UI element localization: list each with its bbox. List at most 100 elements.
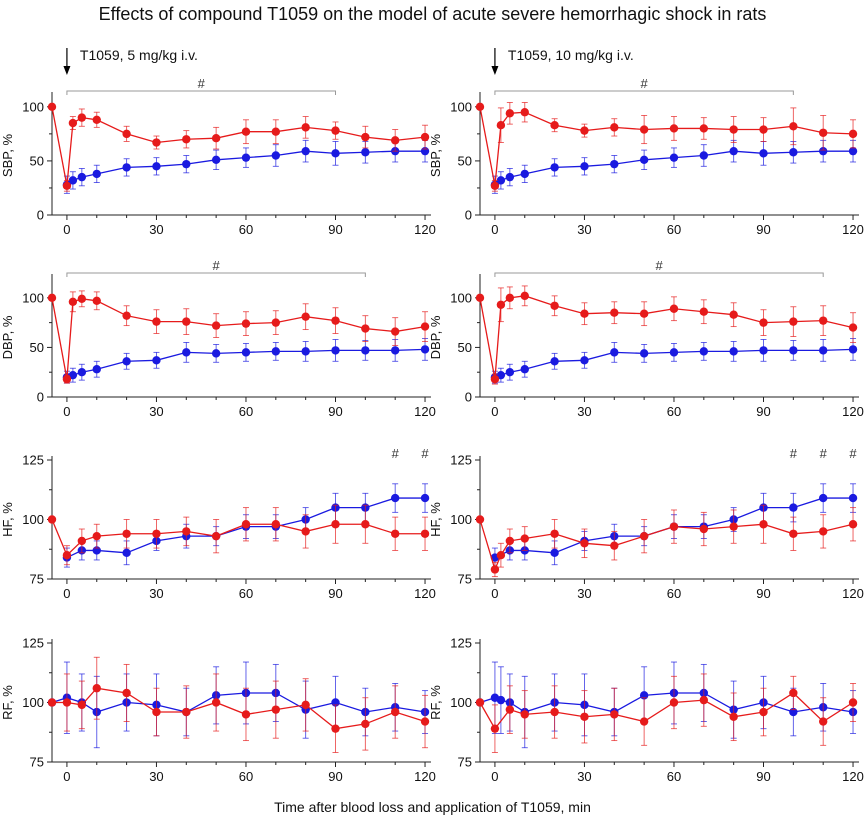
data-point-control [759,346,768,355]
data-point-control [789,346,798,355]
data-point-control [331,346,340,355]
data-point-control [92,169,101,179]
data-point-treated [361,719,370,729]
data-point-treated [496,121,506,130]
data-point-treated [271,318,281,327]
x-tick-label: 60 [239,404,253,419]
data-point-treated [610,308,619,317]
y-tick-label: 100 [22,99,44,114]
data-point-control [580,356,589,365]
data-point-control [729,347,738,356]
data-point-control [390,346,400,355]
data-point-treated [361,132,370,142]
significance-mark: # [392,446,400,461]
data-point-treated [669,124,679,133]
data-point-treated [92,115,101,125]
data-point-treated [550,707,559,717]
data-point-treated [496,300,506,309]
data-point-treated [505,293,515,303]
data-point-treated [271,705,281,714]
x-tick-label: 60 [667,222,681,237]
x-tick-label: 30 [577,404,591,419]
data-point-treated [848,129,858,139]
significance-bracket [66,90,337,95]
data-point-treated [122,529,131,538]
data-point-control [77,172,87,182]
y-axis-label: HF, % [0,502,15,537]
data-point-treated [152,529,161,538]
data-point-treated [550,529,559,538]
data-point-treated [580,712,589,721]
data-point-control [68,176,78,185]
chart-panel-hf-0: 0 30 60 90 120 75 100 125 HF, % # # [0,446,436,601]
data-point-treated [639,531,649,541]
data-point-treated [699,524,709,534]
data-point-treated [331,724,340,733]
significance-mark: # [213,258,221,273]
data-point-treated [152,317,161,326]
x-tick-label: 120 [414,222,436,237]
data-point-control [550,163,559,172]
y-axis-label: SBP, % [428,134,443,178]
data-point-treated [331,520,340,529]
data-point-treated [420,717,430,726]
data-point-control [420,493,430,503]
x-tick-label: 90 [756,769,770,784]
data-point-treated [669,698,679,707]
data-point-control [729,146,738,156]
chart-panel-rf-0: 0 30 60 90 120 75 100 125 RF, % [0,636,436,785]
significance-bracket [494,272,824,277]
injection-annotation: T1059, 5 mg/kg i.v. [80,47,198,63]
x-tick-label: 60 [239,222,253,237]
data-point-treated [301,123,310,132]
data-point-control [848,493,858,503]
data-point-treated [475,515,485,524]
x-tick-label: 120 [414,769,436,784]
data-point-control [241,348,251,357]
data-point-treated [818,128,828,137]
x-tick-label: 30 [149,586,163,601]
y-tick-label: 100 [22,695,44,710]
data-point-treated [361,324,370,333]
data-point-control [789,503,798,512]
x-tick-label: 120 [842,586,864,601]
y-tick-label: 50 [458,340,472,355]
x-tick-label: 90 [328,769,342,784]
data-point-treated [520,710,529,719]
series-line-treated [479,106,854,186]
y-tick-label: 75 [458,755,472,770]
data-point-control [496,370,506,380]
y-tick-label: 75 [30,755,44,770]
data-point-treated [152,138,161,147]
y-tick-label: 100 [450,695,472,710]
data-point-treated [390,136,400,145]
x-tick-label: 0 [491,769,498,784]
y-tick-label: 125 [22,636,44,651]
data-point-control [182,159,191,169]
data-point-treated [47,293,57,303]
data-point-treated [77,700,87,710]
data-point-control [361,148,370,157]
data-point-treated [77,294,87,304]
data-point-treated [789,122,798,131]
figure-title: Effects of compound T1059 on the model o… [98,4,767,24]
data-point-control [550,357,559,366]
injection-arrow-head [63,66,71,75]
data-point-treated [669,522,679,531]
data-point-treated [47,698,57,707]
data-point-control [520,169,529,179]
data-point-control [271,151,281,160]
data-point-treated [610,123,619,132]
series-line-treated [51,106,426,186]
data-point-treated [789,529,798,538]
x-tick-label: 30 [149,769,163,784]
data-point-control [759,149,768,158]
x-tick-label: 0 [63,222,70,237]
data-point-treated [639,125,649,134]
y-tick-label: 100 [22,512,44,527]
data-point-treated [182,135,191,144]
x-tick-label: 120 [842,769,864,784]
data-point-treated [390,707,400,717]
x-tick-label: 30 [577,769,591,784]
data-point-treated [505,705,515,714]
